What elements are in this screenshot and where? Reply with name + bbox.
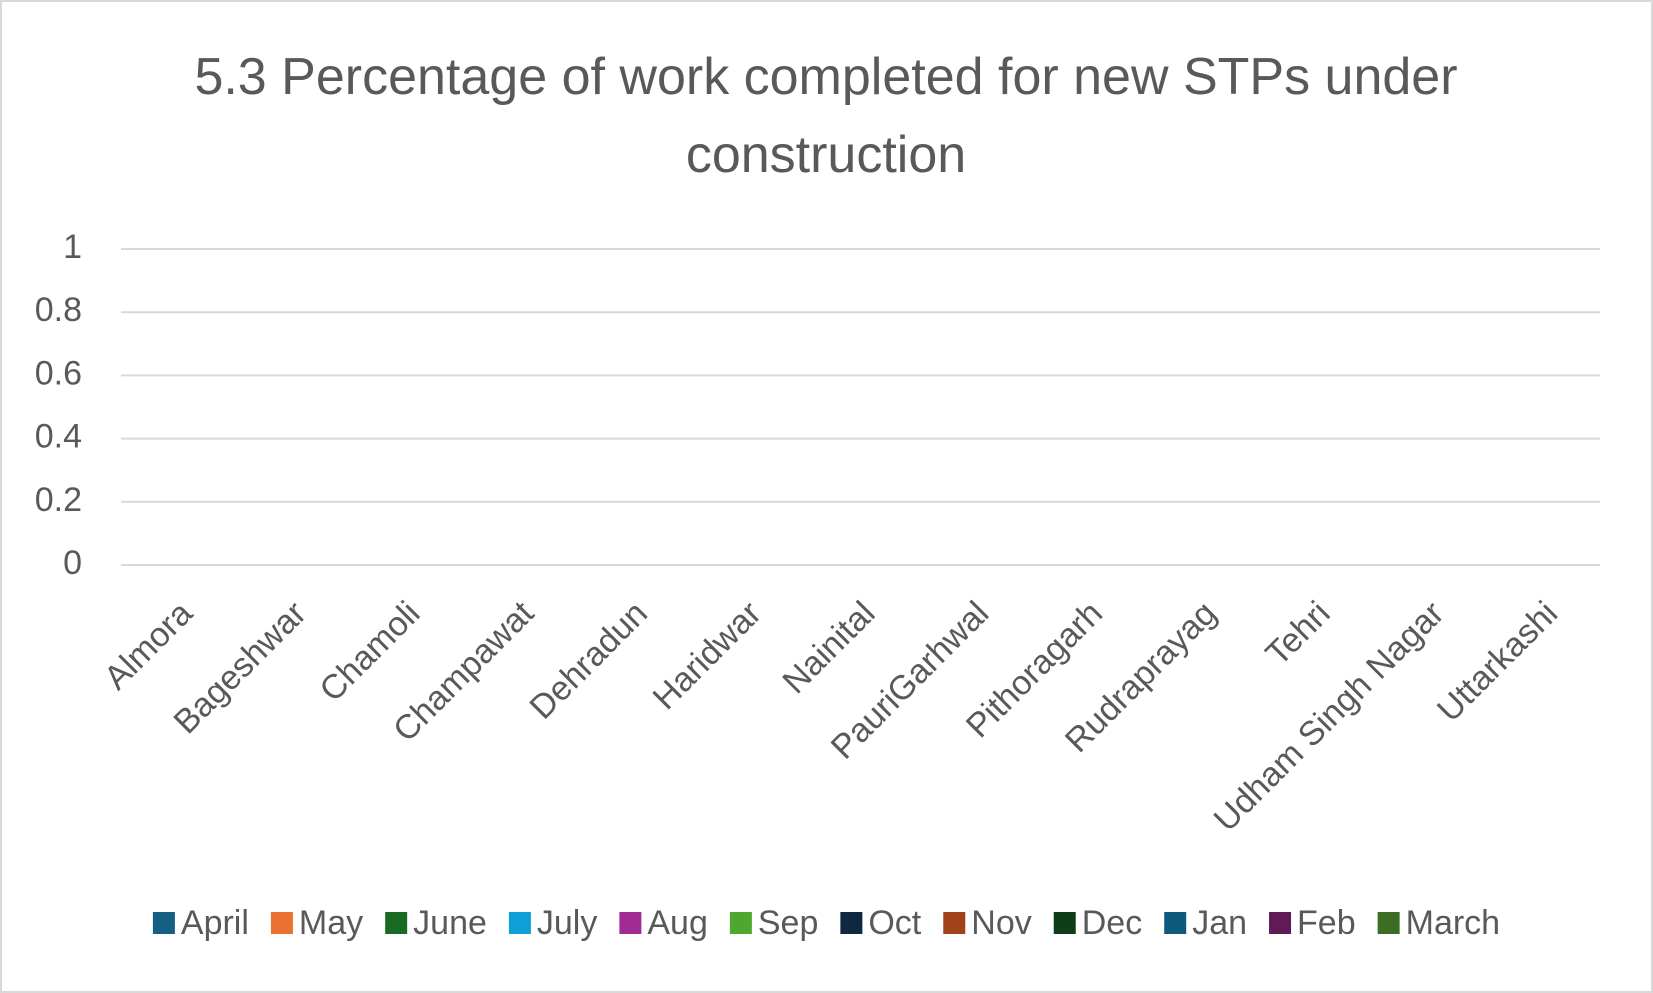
legend-label: May xyxy=(299,904,363,942)
y-tick-label: 0.2 xyxy=(35,481,82,519)
legend-swatch xyxy=(508,912,531,934)
legend-label: Dec xyxy=(1082,904,1142,942)
chart-title: 5.3 Percentage of work completed for new… xyxy=(194,48,1458,184)
legend-swatch xyxy=(152,912,175,934)
y-tick-label: 1 xyxy=(63,228,82,266)
legend-label: Jan xyxy=(1192,904,1247,942)
y-tick-label: 0.6 xyxy=(35,354,82,392)
legend-swatch xyxy=(1053,912,1076,934)
legend-label: Sep xyxy=(758,904,819,942)
legend-label: Nov xyxy=(971,904,1031,942)
legend-label: April xyxy=(181,904,249,942)
legend-swatch xyxy=(943,912,966,934)
legend-swatch xyxy=(270,912,293,934)
legend-label: Aug xyxy=(647,904,708,942)
legend-swatch xyxy=(385,912,408,934)
legend-swatch xyxy=(1377,912,1400,934)
legend-swatch xyxy=(1164,912,1187,934)
legend-label: July xyxy=(537,904,597,942)
legend-swatch xyxy=(729,912,752,934)
legend-label: March xyxy=(1406,904,1500,942)
y-tick-label: 0.4 xyxy=(35,418,82,456)
legend-swatch xyxy=(619,912,642,934)
legend-label: Oct xyxy=(868,904,921,942)
legend-label: June xyxy=(413,904,487,942)
legend-swatch xyxy=(840,912,863,934)
y-tick-label: 0 xyxy=(63,544,82,582)
y-tick-label: 0.8 xyxy=(35,291,82,329)
legend-label: Feb xyxy=(1297,904,1356,942)
legend-swatch xyxy=(1269,912,1292,934)
